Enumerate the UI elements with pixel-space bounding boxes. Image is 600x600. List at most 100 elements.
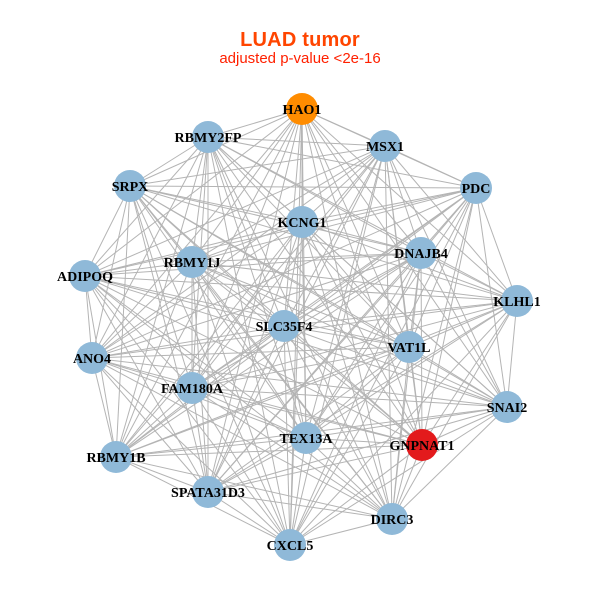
edge-HAO1-ADIPOQ [84,108,303,277]
node-label-MSX1: MSX1 [366,140,404,155]
edge-SRPX-FAM180A [129,185,193,389]
node-KLHL1 [501,285,533,317]
node-RBMY1J [176,246,208,278]
edge-DNAJB4-FAM180A [191,252,422,389]
edge-KLHL1-FAM180A [191,300,518,389]
edge-ANO4-CXCL5 [91,357,291,546]
edge-SPATA31D3-CXCL5 [207,491,291,546]
edge-MSX1-ANO4 [91,145,386,359]
edge-DNAJB4-CXCL5 [289,252,422,546]
edge-RBMY2FP-DIRC3 [207,136,393,520]
edge-FAM180A-TEX13A [191,387,307,439]
edge-FAM180A-SNAI2 [191,387,508,408]
node-DIRC3 [376,503,408,535]
edge-MSX1-SRPX [129,145,386,187]
edge-SNAI2-TEX13A [305,406,508,439]
edge-TEX13A-GNPNAT1 [305,437,423,446]
node-VAT1L [393,331,425,363]
edge-HAO1-DIRC3 [301,108,393,520]
node-ADIPOQ [69,260,101,292]
edge-VAT1L-DIRC3 [391,346,410,520]
node-HAO1 [286,93,318,125]
edge-VAT1L-CXCL5 [289,346,410,546]
edge-VAT1L-SNAI2 [408,346,508,408]
edge-PDC-VAT1L [408,187,477,348]
edge-DNAJB4-SLC35F4 [283,252,422,327]
node-label-KCNG1: KCNG1 [278,216,327,231]
edge-RBMY1J-VAT1L [191,261,410,348]
edge-HAO1-RBMY2FP [207,108,303,138]
edge-KLHL1-SLC35F4 [283,300,518,327]
edge-PDC-CXCL5 [289,187,477,546]
edge-ANO4-SNAI2 [91,357,508,408]
edge-SRPX-DNAJB4 [129,185,422,254]
edge-ANO4-GNPNAT1 [91,357,423,446]
edge-RBMY1J-KLHL1 [191,261,518,302]
edge-HAO1-ANO4 [91,108,303,359]
edge-KCNG1-RBMY1J [191,221,303,263]
edge-MSX1-RBMY1B [115,145,386,458]
edge-SLC35F4-SPATA31D3 [207,325,285,493]
node-DNAJB4 [405,237,437,269]
edge-SLC35F4-SNAI2 [283,325,508,408]
edge-DNAJB4-ADIPOQ [84,252,422,277]
edge-RBMY2FP-PDC [207,136,477,189]
edge-DNAJB4-SNAI2 [420,252,508,408]
plot-title: LUAD tumor [240,29,360,51]
edge-SRPX-ANO4 [91,185,131,359]
edge-PDC-ADIPOQ [84,187,477,277]
edge-RBMY1J-GNPNAT1 [191,261,423,446]
edge-HAO1-RBMY1J [191,108,303,263]
edge-RBMY2FP-SLC35F4 [207,136,285,327]
edge-VAT1L-TEX13A [305,346,410,439]
edge-ADIPOQ-SNAI2 [84,275,508,408]
edge-RBMY1J-SLC35F4 [191,261,285,327]
node-RBMY1B [100,441,132,473]
node-label-CXCL5: CXCL5 [267,539,314,554]
edge-SNAI2-CXCL5 [289,406,508,546]
edge-KCNG1-RBMY1B [115,221,303,458]
node-label-KLHL1: KLHL1 [493,295,540,310]
edge-GNPNAT1-CXCL5 [289,444,423,546]
node-label-DNAJB4: DNAJB4 [394,247,448,262]
edge-SRPX-SPATA31D3 [129,185,209,493]
edge-MSX1-FAM180A [191,145,386,389]
node-label-RBMY1J: RBMY1J [164,256,221,271]
edge-KLHL1-RBMY1B [115,300,518,458]
edge-TEX13A-SPATA31D3 [207,437,307,493]
edge-SRPX-ADIPOQ [84,185,131,277]
edge-ADIPOQ-SLC35F4 [84,275,285,327]
edge-PDC-RBMY1J [191,187,477,263]
node-label-VAT1L: VAT1L [387,341,430,356]
edge-MSX1-DNAJB4 [384,145,422,254]
edge-MSX1-DIRC3 [384,145,393,520]
edge-MSX1-SNAI2 [384,145,508,408]
edge-DNAJB4-RBMY1J [191,252,422,263]
node-SPATA31D3 [192,476,224,508]
node-FAM180A [176,372,208,404]
edge-KLHL1-SNAI2 [506,300,518,408]
edge-DIRC3-CXCL5 [289,518,393,546]
node-label-SLC35F4: SLC35F4 [256,320,313,335]
edge-ADIPOQ-DIRC3 [84,275,393,520]
edge-FAM180A-DIRC3 [191,387,393,520]
node-ANO4 [76,342,108,374]
edge-RBMY2FP-MSX1 [207,136,386,147]
edge-KCNG1-FAM180A [191,221,303,389]
edge-MSX1-KCNG1 [301,145,386,223]
edge-MSX1-ADIPOQ [84,145,386,277]
edge-HAO1-FAM180A [191,108,303,389]
edge-KCNG1-DNAJB4 [301,221,422,254]
node-TEX13A [290,422,322,454]
edge-KCNG1-GNPNAT1 [301,221,423,446]
node-label-SPATA31D3: SPATA31D3 [171,486,245,501]
edge-SRPX-KCNG1 [129,185,303,223]
node-SRPX [114,170,146,202]
edge-RBMY1J-ADIPOQ [84,261,193,277]
node-layer [69,93,533,561]
edge-RBMY1J-SNAI2 [191,261,508,408]
edge-TEX13A-RBMY1B [115,437,307,458]
edge-RBMY1J-CXCL5 [191,261,291,546]
edge-SLC35F4-VAT1L [283,325,410,348]
edge-FAM180A-CXCL5 [191,387,291,546]
